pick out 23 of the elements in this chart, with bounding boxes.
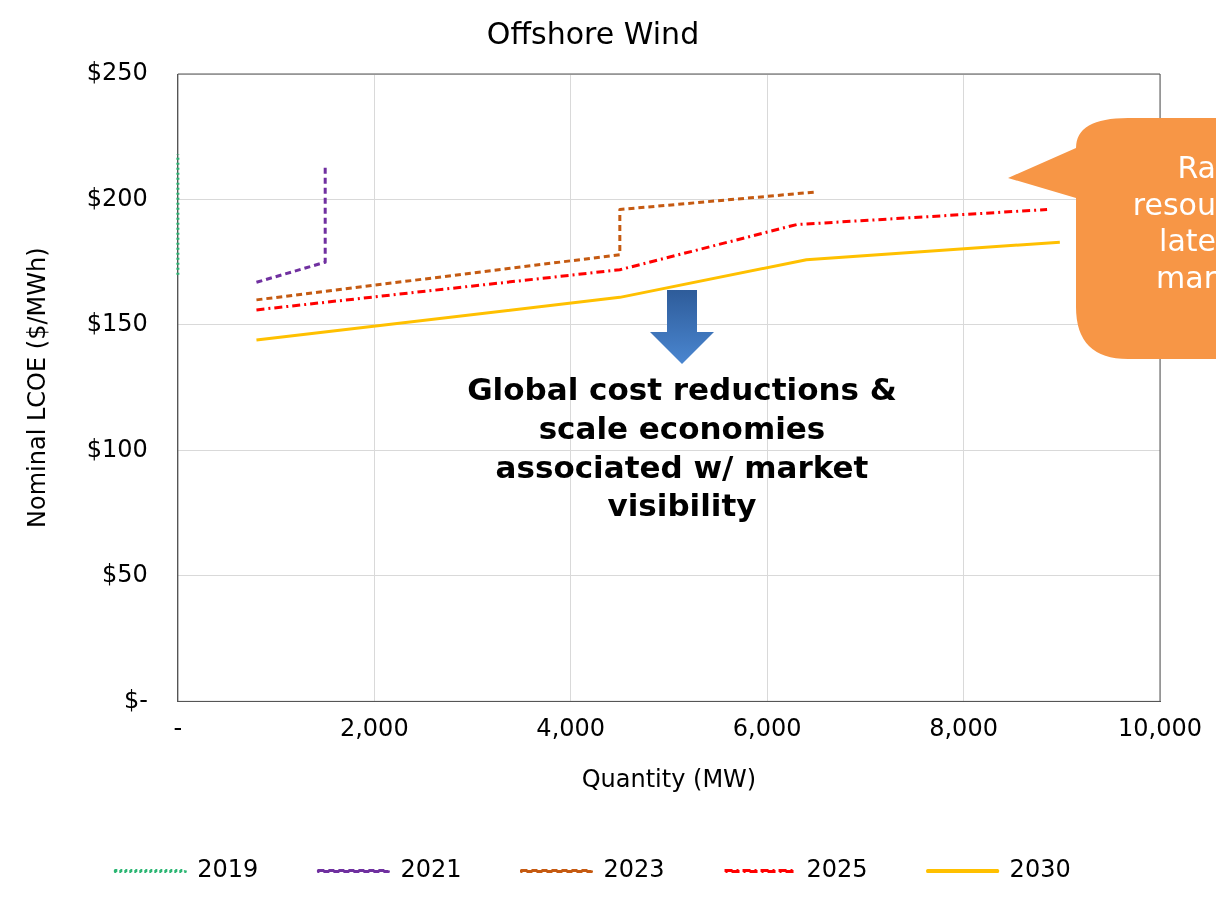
x-tick-label: 10,000 bbox=[1118, 714, 1202, 743]
y-tick-label: $100 bbox=[86, 434, 148, 463]
y-tick-label: $200 bbox=[86, 183, 148, 212]
legend-label: 2025 bbox=[806, 855, 868, 884]
x-tick-label: - bbox=[173, 714, 183, 743]
x-tick-label: 4,000 bbox=[536, 714, 606, 743]
y-tick-label: $50 bbox=[102, 560, 148, 589]
y-tick-label: $150 bbox=[86, 309, 148, 338]
legend-label: 2023 bbox=[603, 855, 665, 884]
y-tick-label: $250 bbox=[86, 58, 148, 87]
annotation: Global cost reductions & scale economies associated w/ market visibility bbox=[466, 370, 898, 525]
chart-title: Offshore Wind bbox=[486, 15, 700, 51]
y-axis-title: Nominal LCOE ($/MWh) bbox=[22, 247, 51, 528]
x-tick-label: 8,000 bbox=[929, 714, 998, 743]
annotation: Ra resou late mar bbox=[1131, 150, 1216, 297]
x-axis-title: Quantity (MW) bbox=[581, 764, 757, 793]
y-tick-label: $- bbox=[123, 685, 148, 714]
legend-label: 2019 bbox=[197, 855, 259, 884]
legend-label: 2021 bbox=[400, 855, 462, 884]
x-tick-label: 2,000 bbox=[339, 714, 409, 743]
legend-label: 2030 bbox=[1009, 855, 1071, 884]
x-tick-label: 6,000 bbox=[732, 714, 802, 743]
line-series bbox=[254, 208, 1049, 312]
